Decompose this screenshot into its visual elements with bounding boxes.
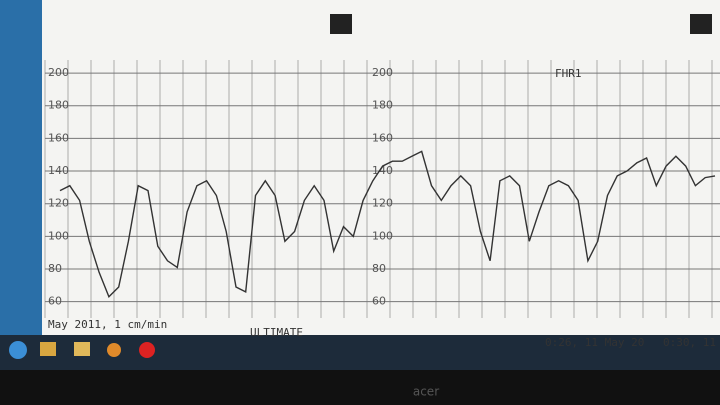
taskbar-icon[interactable] [139, 342, 155, 358]
y-tick-label: 180 [372, 99, 393, 112]
annotation: ULTIMATE [250, 326, 303, 339]
annotation: May 2011, 1 cm/min [48, 318, 167, 331]
trace-line [59, 150, 716, 299]
y-tick-label: 180 [48, 99, 69, 112]
logo: acer [413, 385, 439, 399]
marker [330, 14, 352, 34]
y-tick-label: 60 [48, 295, 62, 308]
marker [690, 14, 712, 34]
y-tick-label: 200 [372, 66, 393, 79]
taskbar-icon[interactable] [107, 343, 121, 357]
y-tick-label: 80 [372, 262, 386, 275]
y-tick-label: 100 [48, 229, 69, 242]
y-tick-label: 60 [372, 295, 386, 308]
y-tick-label: 160 [372, 131, 393, 144]
annotation: 0:26, 11 May 20 [545, 336, 644, 349]
y-tick-label: 120 [48, 197, 69, 210]
taskbar-icon[interactable] [74, 342, 90, 356]
start-button[interactable] [9, 341, 27, 359]
y-tick-label: 80 [48, 262, 62, 275]
y-tick-label: 100 [372, 229, 393, 242]
y-tick-label: 120 [372, 197, 393, 210]
taskbar-icon[interactable] [40, 342, 56, 356]
y-tick-label: 160 [48, 131, 69, 144]
chart-title: FHR1 [555, 67, 582, 80]
y-tick-label: 200 [48, 66, 69, 79]
y-tick-label: 140 [48, 164, 69, 177]
annotation: 0:30, 11 [663, 336, 716, 349]
